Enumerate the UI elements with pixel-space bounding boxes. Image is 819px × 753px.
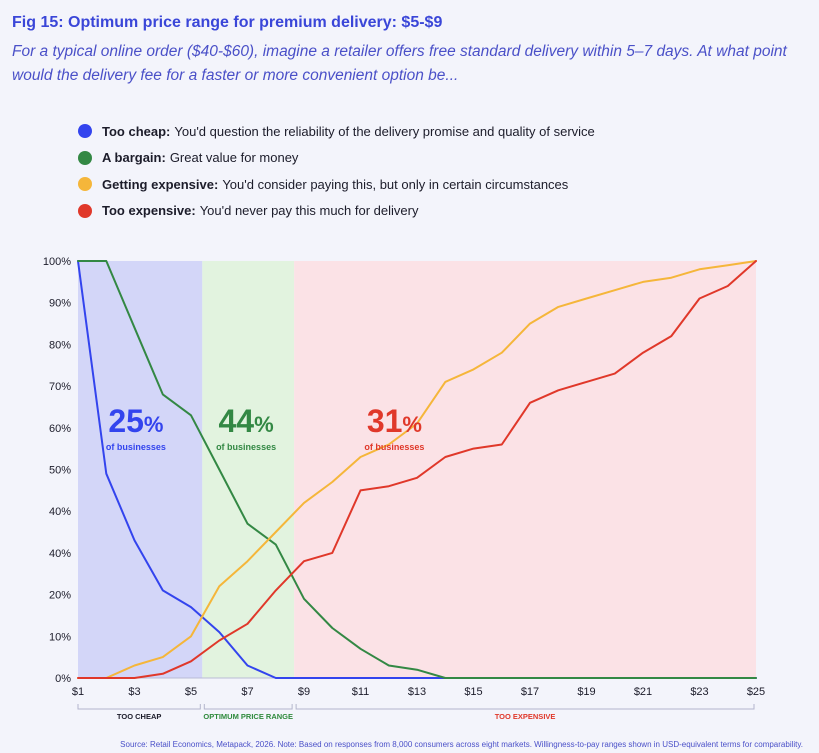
y-tick-label: 20%	[49, 590, 71, 602]
percent-sign: %	[254, 412, 274, 437]
legend-dot-icon	[78, 203, 92, 218]
y-tick-label: 70%	[49, 381, 71, 393]
region-label-optimum-price-range: OPTIMUM PRICE RANGE	[203, 712, 293, 721]
x-tick-label: $17	[521, 686, 539, 698]
legend-dot-icon	[78, 124, 92, 139]
x-tick-label: $23	[690, 686, 708, 698]
legend-item-too-cheap: Too cheap: You'd question the reliabilit…	[78, 118, 595, 145]
region-percent-caption: of businesses	[364, 442, 424, 452]
legend-desc: Great value for money	[169, 150, 299, 166]
legend-dot-icon	[78, 150, 92, 165]
y-tick-label: 50%	[49, 465, 71, 477]
percent-sign: %	[402, 412, 422, 437]
x-tick-label: $15	[464, 686, 482, 698]
legend-name: Too expensive:	[102, 203, 196, 219]
legend-item-too-expensive: Too expensive: You'd never pay this much…	[78, 198, 595, 225]
region-percent-too-expensive: 31%	[367, 403, 422, 439]
region-percent-caption: of businesses	[216, 442, 276, 452]
y-tick-label: 40%	[49, 506, 71, 518]
x-tick-label: $19	[577, 686, 595, 698]
y-tick-label: 80%	[49, 339, 71, 351]
figure-subtitle: For a typical online order ($40-$60), im…	[12, 43, 787, 84]
region-bracket	[295, 704, 755, 710]
x-tick-label: $13	[408, 686, 426, 698]
region-bracket	[203, 704, 293, 710]
source-note: Source: Retail Economics, Metapack, 2026…	[120, 740, 803, 749]
legend-name: Getting expensive:	[102, 176, 219, 192]
x-tick-label: $7	[241, 686, 253, 698]
region-too-expensive	[294, 261, 756, 678]
figure-title: Fig 15: Optimum price range for premium …	[12, 14, 443, 31]
legend-name: A bargain:	[102, 150, 166, 166]
y-tick-label: 90%	[49, 298, 71, 310]
y-tick-label: 100%	[43, 256, 71, 268]
region-too-cheap	[78, 261, 203, 678]
legend-item-getting-expensive: Getting expensive: You'd consider paying…	[78, 171, 595, 198]
legend-item-bargain: A bargain: Great value for money	[78, 145, 595, 172]
x-tick-label: $3	[128, 686, 140, 698]
legend-dot-icon	[78, 177, 92, 192]
legend-desc: You'd never pay this much for delivery	[199, 203, 419, 219]
y-tick-label: 40%	[49, 548, 71, 560]
series-line-a-bargain	[77, 260, 757, 679]
x-tick-label: $1	[72, 686, 84, 698]
x-tick-label: $9	[298, 686, 310, 698]
x-tick-label: $5	[185, 686, 197, 698]
x-tick-label: $25	[747, 686, 765, 698]
legend-name: Too cheap:	[102, 123, 171, 139]
region-label-too-cheap: TOO CHEAP	[117, 712, 161, 721]
region-percent-caption: of businesses	[106, 442, 166, 452]
legend-desc: You'd consider paying this, but only in …	[222, 176, 569, 192]
region-bracket	[77, 704, 201, 710]
y-tick-label: 10%	[49, 631, 71, 643]
region-label-too-expensive: TOO EXPENSIVE	[495, 712, 556, 721]
legend-desc: You'd question the reliability of the de…	[174, 123, 595, 139]
percent-sign: %	[144, 412, 164, 437]
series-line-getting-expensive	[77, 260, 757, 679]
y-tick-label: 60%	[49, 423, 71, 435]
x-tick-label: $21	[634, 686, 652, 698]
y-tick-label: 0%	[55, 673, 71, 685]
region-optimum-price-range	[202, 261, 295, 678]
chart-legend: Too cheap: You'd question the reliabilit…	[78, 118, 595, 224]
x-tick-label: $11	[352, 686, 370, 698]
series-line-too-expensive	[77, 260, 757, 679]
